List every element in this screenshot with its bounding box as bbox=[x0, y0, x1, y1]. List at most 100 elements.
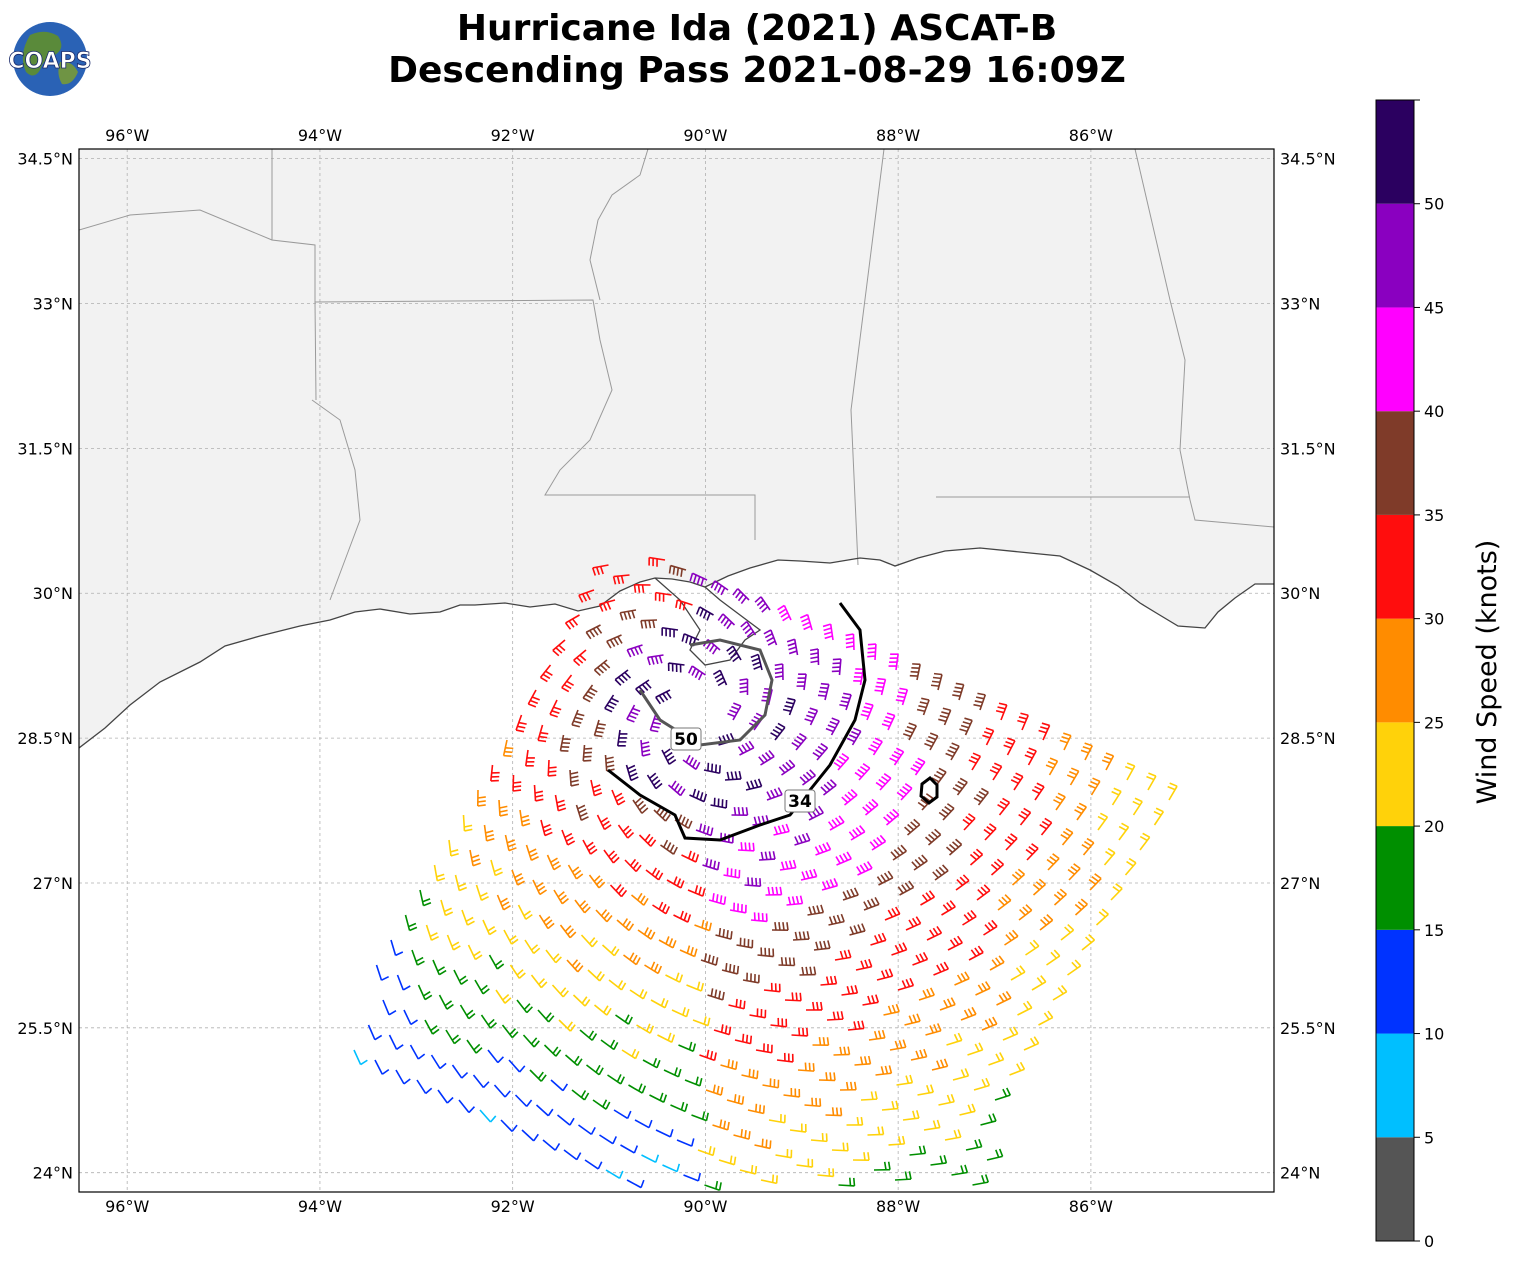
lat-tick-label-left: 24°N bbox=[33, 1164, 73, 1183]
lon-tick-label-bottom: 86°W bbox=[1069, 1197, 1113, 1216]
barb-feather bbox=[548, 775, 556, 776]
barb-feather bbox=[738, 966, 739, 974]
barb-feather bbox=[740, 691, 748, 692]
lat-tick-label-left: 33°N bbox=[33, 295, 73, 314]
barb-feather bbox=[721, 895, 722, 903]
barb-feather bbox=[868, 1152, 869, 1160]
barb-feather bbox=[740, 1000, 741, 1008]
colorbar-label: Wind Speed (knots) bbox=[1472, 540, 1503, 805]
barb-feather bbox=[548, 771, 556, 772]
barb-feather bbox=[812, 1098, 813, 1106]
colorbar-tick-label: 35 bbox=[1424, 506, 1444, 525]
barb-feather bbox=[837, 1107, 838, 1115]
lat-tick-label-right: 33°N bbox=[1280, 295, 1320, 314]
barb-feather bbox=[876, 686, 884, 687]
colorbar-tick-label: 0 bbox=[1424, 1232, 1434, 1251]
barb-feather bbox=[539, 737, 547, 738]
barb-feather bbox=[841, 1108, 842, 1116]
barb-feather bbox=[513, 786, 521, 787]
colorbar-segment bbox=[1376, 515, 1414, 619]
barb-feather bbox=[773, 1175, 774, 1183]
barb-feather bbox=[766, 1140, 767, 1148]
barb-feather bbox=[677, 568, 678, 576]
barb-staff bbox=[889, 1144, 905, 1145]
colorbar-tick-label: 15 bbox=[1424, 921, 1444, 940]
barb-feather bbox=[868, 644, 876, 645]
barb-feather bbox=[643, 585, 644, 593]
barb-feather bbox=[753, 843, 754, 851]
lon-tick-label-bottom: 90°W bbox=[683, 1197, 727, 1216]
lat-tick-label-right: 24°N bbox=[1280, 1164, 1320, 1183]
lon-tick-label-bottom: 88°W bbox=[876, 1197, 920, 1216]
barb-feather bbox=[790, 957, 791, 965]
colorbar-tick-label: 30 bbox=[1424, 610, 1444, 629]
barb-feather bbox=[736, 1061, 737, 1069]
barb-feather bbox=[513, 790, 521, 791]
barb-feather bbox=[876, 683, 884, 684]
lon-tick-label-bottom: 96°W bbox=[105, 1197, 149, 1216]
barb-staff bbox=[895, 1179, 911, 1180]
barb-feather bbox=[673, 567, 674, 575]
barb-feather bbox=[745, 842, 746, 850]
colorbar-tick-label: 45 bbox=[1424, 298, 1444, 317]
barb-feather bbox=[639, 585, 640, 593]
barb-feather bbox=[749, 1069, 750, 1077]
logo-text: COAPS bbox=[8, 49, 91, 74]
lon-tick-label-top: 92°W bbox=[491, 126, 535, 145]
barb-feather bbox=[875, 690, 883, 691]
colorbar-segment bbox=[1376, 826, 1414, 930]
contour-label-50: 50 bbox=[671, 728, 701, 750]
barb-feather bbox=[826, 1072, 827, 1080]
barb-feather bbox=[820, 688, 828, 689]
barb-feather bbox=[819, 1037, 820, 1045]
barb-staff bbox=[464, 815, 465, 831]
barb-feather bbox=[740, 687, 748, 688]
barb-feather bbox=[751, 1036, 752, 1044]
colorbar-tick-label: 20 bbox=[1424, 817, 1444, 836]
barb-feather bbox=[540, 733, 548, 734]
lon-tick-label-bottom: 94°W bbox=[298, 1197, 342, 1216]
barb-staff bbox=[861, 1099, 877, 1100]
barb-feather bbox=[864, 1152, 865, 1160]
barb-feather bbox=[730, 964, 731, 972]
barb-feather bbox=[877, 679, 885, 680]
barb-feather bbox=[760, 878, 761, 886]
barb-feather bbox=[752, 1165, 753, 1173]
barb-feather bbox=[583, 760, 591, 761]
barb-feather bbox=[749, 843, 750, 851]
barb-feather bbox=[777, 1175, 778, 1183]
barb-feather bbox=[742, 807, 743, 815]
barb-feather bbox=[813, 1063, 814, 1071]
barb-feather bbox=[584, 752, 592, 753]
barb-feather bbox=[823, 1037, 824, 1045]
barb-feather bbox=[728, 1059, 729, 1067]
map-panel: 50 34 96°W96°W94°W94°W92°W92°W90°W90°W88… bbox=[17, 126, 1335, 1216]
lat-tick-label-left: 31.5°N bbox=[17, 439, 73, 458]
barb-feather bbox=[932, 681, 940, 682]
barb-feather bbox=[478, 805, 486, 806]
colorbar-tick-label: 5 bbox=[1424, 1128, 1434, 1147]
barb-feather bbox=[794, 958, 795, 966]
barb-feather bbox=[796, 993, 797, 1001]
barb-staff bbox=[868, 1134, 884, 1135]
barb-feather bbox=[834, 1072, 835, 1080]
barb-feather bbox=[741, 1129, 742, 1137]
barb-feather bbox=[830, 1072, 831, 1080]
lat-tick-label-right: 27°N bbox=[1280, 874, 1320, 893]
barb-feather bbox=[549, 767, 557, 768]
barb-feather bbox=[783, 922, 784, 930]
barb-feather bbox=[867, 652, 875, 653]
barb-feather bbox=[850, 1178, 851, 1186]
lon-tick-label-top: 96°W bbox=[105, 126, 149, 145]
lat-tick-label-right: 25.5°N bbox=[1280, 1019, 1336, 1038]
barb-feather bbox=[779, 922, 780, 930]
colorbar-tick-label: 10 bbox=[1424, 1025, 1444, 1044]
barb-feather bbox=[803, 1028, 804, 1036]
barb-feather bbox=[833, 1107, 834, 1115]
barb-feather bbox=[931, 685, 939, 686]
barb-feather bbox=[820, 1098, 821, 1106]
barb-feather bbox=[742, 1096, 743, 1104]
barb-feather bbox=[731, 931, 732, 939]
barb-feather bbox=[717, 894, 718, 902]
barb-feather bbox=[756, 1104, 757, 1112]
